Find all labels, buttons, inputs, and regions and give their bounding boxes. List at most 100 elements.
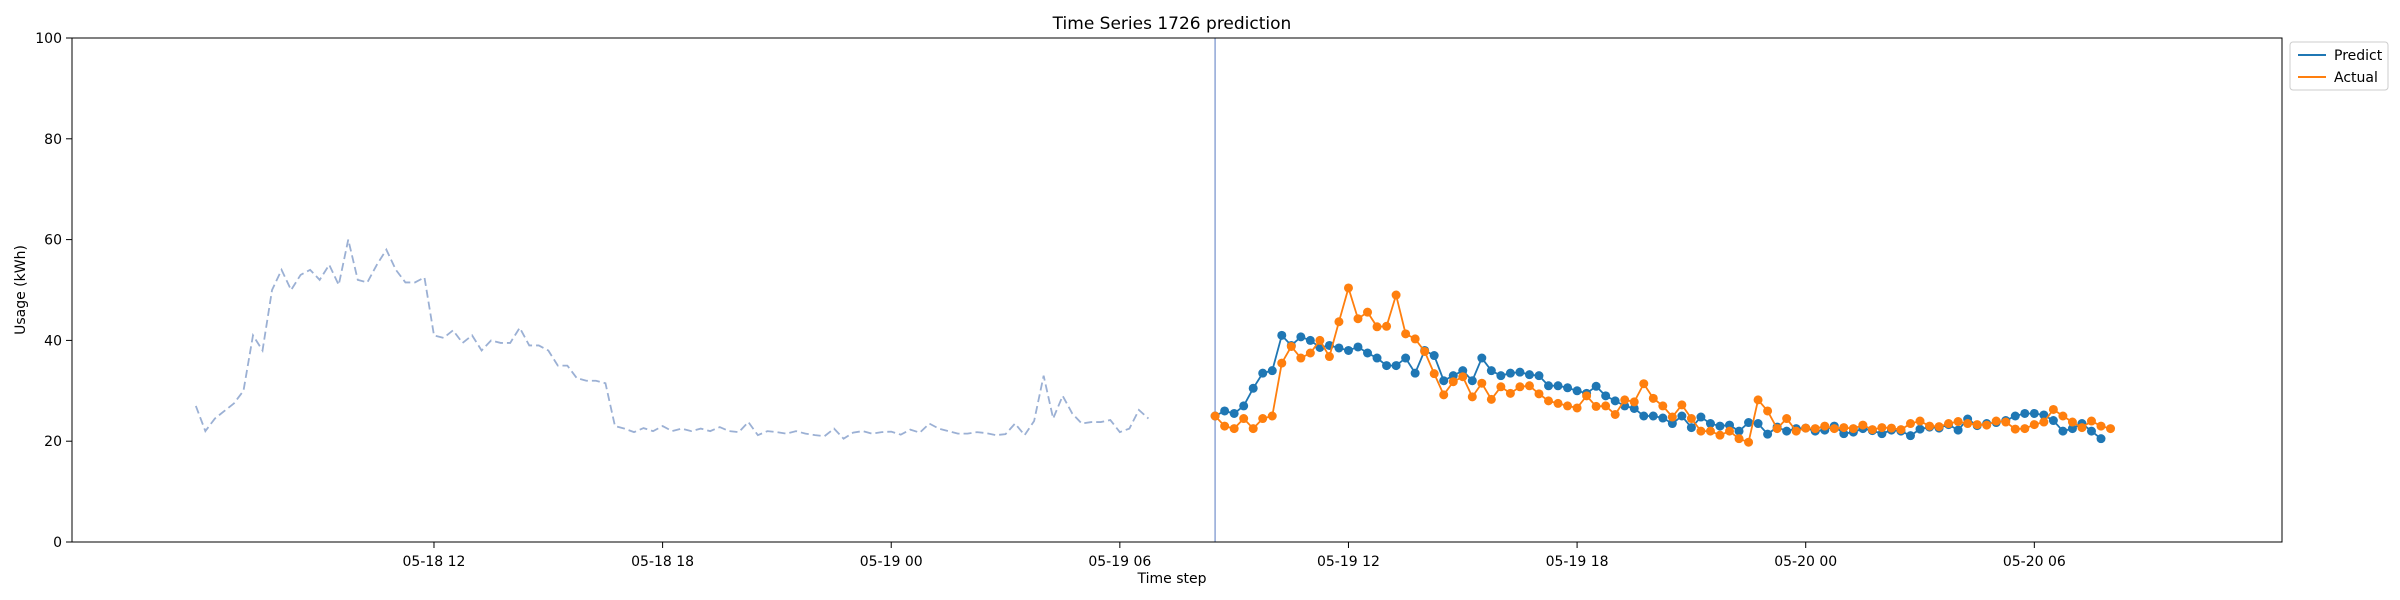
x-axis-ticks: 05-18 12 05-18 18 05-19 00 05-19 06 05-19 12… — [403, 542, 2066, 570]
data-point-actual — [1610, 409, 1620, 419]
data-point-actual — [1744, 437, 1754, 447]
data-point-actual — [1353, 314, 1363, 324]
data-point-actual — [1886, 423, 1896, 433]
data-point-predict — [2086, 426, 2096, 436]
data-point-predict — [2039, 410, 2049, 420]
data-point-actual — [1496, 382, 1506, 392]
data-point-actual — [1620, 395, 1630, 405]
data-point-actual — [1810, 424, 1820, 434]
data-point-actual — [1429, 369, 1439, 379]
data-point-actual — [2077, 423, 2087, 433]
data-point-actual — [1829, 424, 1839, 434]
x-tick-label: 05-19 00 — [860, 554, 923, 570]
data-point-predict — [1534, 371, 1544, 381]
data-point-actual — [1572, 403, 1582, 413]
data-point-predict — [1705, 419, 1715, 429]
data-point-predict — [1515, 367, 1525, 377]
data-point-actual — [1972, 420, 1982, 430]
data-point-actual — [1667, 412, 1677, 422]
data-point-predict — [1239, 401, 1249, 411]
data-point-actual — [1296, 353, 1306, 363]
data-point-predict — [1477, 353, 1487, 363]
plot-area — [194, 38, 2116, 542]
data-point-actual — [1848, 424, 1858, 434]
data-point-actual — [1553, 398, 1563, 408]
data-point-predict — [1753, 419, 1763, 429]
data-point-actual — [1963, 419, 1973, 429]
data-point-predict — [2048, 416, 2058, 426]
data-point-actual — [1601, 401, 1611, 411]
x-tick-label: 05-18 12 — [403, 554, 466, 570]
data-point-actual — [2020, 424, 2030, 434]
x-tick-label: 05-18 18 — [631, 554, 694, 570]
chart-title: Time Series 1726 prediction — [1052, 14, 1292, 34]
data-point-actual — [1953, 417, 1963, 427]
data-point-actual — [1715, 430, 1725, 440]
data-point-actual — [1505, 388, 1515, 398]
y-tick-label: 0 — [53, 535, 62, 551]
data-point-predict — [1544, 381, 1554, 391]
data-point-predict — [1363, 348, 1373, 358]
data-point-actual — [1982, 420, 1992, 430]
data-point-actual — [2058, 411, 2068, 421]
data-point-actual — [1439, 390, 1449, 400]
data-point-predict — [1648, 411, 1658, 421]
x-axis-label: Time step — [1137, 571, 1207, 587]
data-point-predict — [1677, 411, 1687, 421]
data-point-predict — [1505, 368, 1515, 378]
data-point-predict — [1496, 371, 1506, 381]
data-point-predict — [1639, 411, 1649, 421]
data-point-actual — [1448, 377, 1458, 387]
data-point-actual — [1420, 346, 1430, 356]
data-point-actual — [2086, 416, 2096, 426]
data-point-actual — [1210, 411, 1220, 421]
data-point-predict — [1782, 426, 1792, 436]
data-point-predict — [1391, 361, 1401, 371]
data-point-actual — [1544, 396, 1554, 406]
data-point-actual — [1944, 419, 1954, 429]
data-point-predict — [2010, 411, 2020, 421]
data-point-actual — [1382, 321, 1392, 331]
data-point-actual — [1629, 397, 1639, 407]
data-point-predict — [1296, 332, 1306, 342]
data-point-actual — [1734, 434, 1744, 444]
data-point-predict — [2029, 408, 2039, 418]
data-point-predict — [1429, 351, 1439, 361]
data-point-predict — [1248, 383, 1258, 393]
data-point-predict — [1563, 383, 1573, 393]
data-point-actual — [1305, 348, 1315, 358]
data-point-predict — [1591, 381, 1601, 391]
data-point-actual — [1753, 395, 1763, 405]
data-point-actual — [2010, 424, 2020, 434]
y-tick-label: 80 — [44, 132, 62, 148]
data-point-predict — [1667, 419, 1677, 429]
data-point-predict — [1953, 425, 1963, 435]
data-point-predict — [1744, 418, 1754, 428]
data-point-predict — [1343, 345, 1353, 355]
data-point-actual — [2096, 421, 2106, 431]
data-point-actual — [1686, 414, 1696, 424]
y-tick-label: 20 — [44, 434, 62, 450]
data-point-actual — [1877, 423, 1887, 433]
data-point-actual — [1410, 334, 1420, 344]
data-point-predict — [1763, 429, 1773, 439]
data-point-actual — [1486, 394, 1496, 404]
data-point-predict — [1267, 366, 1277, 376]
data-point-actual — [1267, 411, 1277, 421]
data-point-actual — [1772, 424, 1782, 434]
data-point-predict — [1629, 403, 1639, 413]
data-point-actual — [1925, 421, 1935, 431]
data-point-predict — [1277, 330, 1287, 340]
legend-label-actual: Actual — [2334, 70, 2378, 86]
y-tick-label: 100 — [35, 31, 62, 47]
data-point-actual — [1648, 393, 1658, 403]
data-point-predict — [1382, 361, 1392, 371]
history-line — [194, 239, 1150, 440]
data-point-actual — [1915, 416, 1925, 426]
data-point-predict — [1372, 353, 1382, 363]
data-point-actual — [1658, 401, 1668, 411]
data-point-predict — [1467, 376, 1477, 386]
data-point-actual — [1515, 382, 1525, 392]
data-point-actual — [1858, 420, 1868, 430]
